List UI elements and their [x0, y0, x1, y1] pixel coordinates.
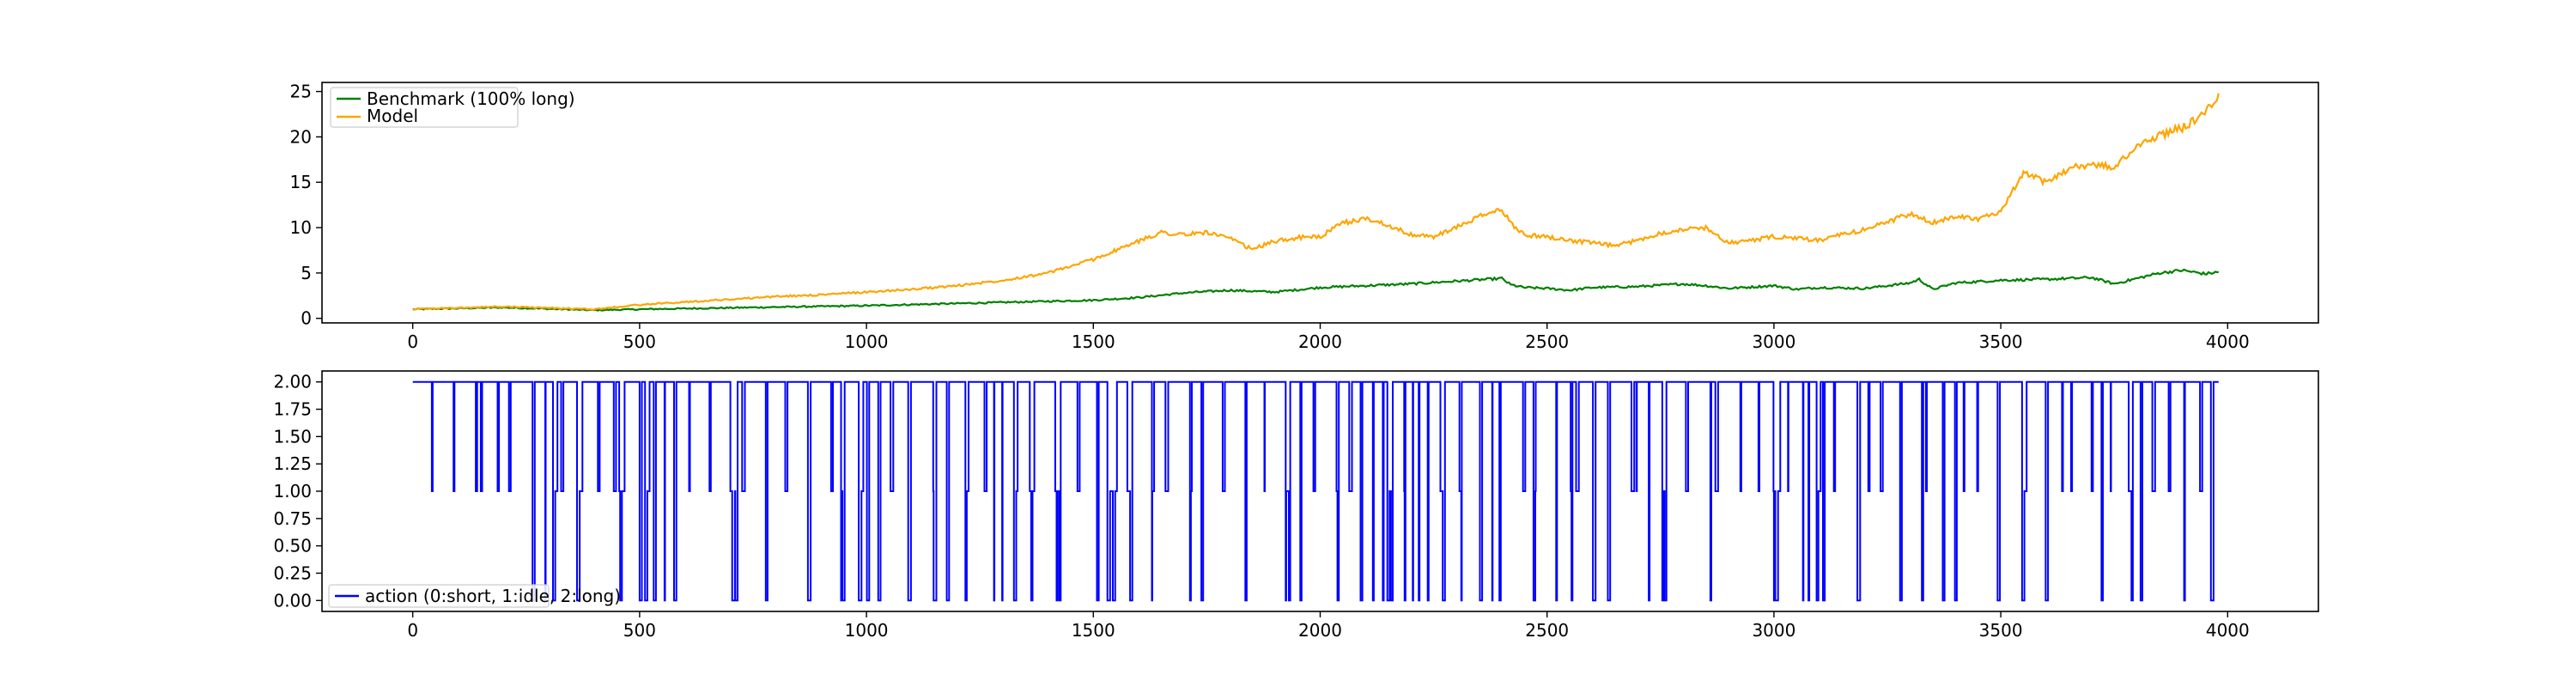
top-legend: Benchmark (100% long) Model	[330, 87, 575, 128]
bottom-x-tick-label: 0	[407, 620, 418, 641]
top-y-tick-label: 10	[290, 217, 312, 238]
bottom-subplot: 0 500 1000 1500 2000 2500 3000 3500 4000 0.00 0.2…	[273, 370, 2319, 641]
top-y-tick-label: 5	[301, 263, 312, 283]
bottom-x-tick-label: 4000	[2206, 620, 2250, 641]
bottom-x-tick-label: 3500	[1979, 620, 2023, 641]
top-y-axis: 0 5 10 15 20 25	[290, 82, 322, 329]
bottom-y-tick-label: 0.75	[273, 508, 312, 529]
bottom-y-tick-label: 2.00	[273, 372, 312, 392]
bottom-x-tick-label: 3000	[1752, 620, 1795, 641]
bottom-series-lines	[412, 380, 2219, 602]
bottom-x-tick-label: 1500	[1072, 620, 1115, 641]
top-x-tick-label: 1500	[1072, 331, 1115, 352]
top-x-tick-label: 2000	[1298, 331, 1342, 352]
top-y-tick-label: 25	[290, 82, 312, 102]
top-y-tick-label: 0	[301, 308, 312, 329]
legend-benchmark-label: Benchmark (100% long)	[367, 88, 575, 109]
top-x-tick-label: 3500	[1979, 331, 2023, 352]
top-x-tick-label: 4000	[2206, 331, 2250, 352]
bottom-y-tick-label: 1.00	[273, 481, 312, 502]
top-x-tick-label: 0	[407, 331, 418, 352]
bottom-x-tick-label: 500	[623, 620, 656, 641]
top-y-tick-label: 15	[290, 172, 312, 192]
bottom-x-axis: 0 500 1000 1500 2000 2500 3000 3500 4000	[407, 611, 2250, 641]
top-y-tick-label: 20	[290, 126, 312, 147]
bottom-y-tick-label: 1.75	[273, 399, 312, 420]
bottom-y-tick-label: 0.00	[273, 590, 312, 611]
legend-action-label: action (0:short, 1:idle, 2:long)	[365, 586, 621, 606]
top-x-tick-label: 3000	[1752, 331, 1795, 352]
top-legend-box	[330, 87, 519, 128]
bottom-x-tick-label: 1000	[845, 620, 889, 641]
top-x-tick-label: 2500	[1525, 331, 1569, 352]
bottom-y-axis: 0.00 0.25 0.50 0.75 1.00 1.25 1.50 1.75 2.00	[273, 372, 322, 611]
bottom-y-tick-label: 1.25	[273, 453, 312, 474]
top-x-tick-label: 1000	[845, 331, 889, 352]
bottom-y-tick-label: 0.50	[273, 536, 312, 556]
bottom-legend: action (0:short, 1:idle, 2:long)	[328, 584, 621, 608]
top-x-axis: 0 500 1000 1500 2000 2500 3000 3500 4000	[407, 323, 2250, 352]
series-line-benchmark	[412, 268, 2219, 312]
top-subplot: 0 500 1000 1500 2000 2500 3000 3500 4000 0 5 10 15 2…	[290, 82, 2319, 352]
legend-model-label: Model	[367, 106, 418, 126]
bottom-x-tick-label: 2500	[1525, 620, 1569, 641]
bottom-x-tick-label: 2000	[1298, 620, 1342, 641]
series-line-model	[412, 93, 2220, 311]
series-line-action	[412, 380, 2219, 602]
top-x-tick-label: 500	[623, 331, 656, 352]
top-series-lines	[412, 93, 2220, 312]
bottom-y-tick-label: 0.25	[273, 562, 312, 583]
bottom-y-tick-label: 1.50	[273, 426, 312, 447]
bottom-legend-box	[328, 584, 550, 608]
